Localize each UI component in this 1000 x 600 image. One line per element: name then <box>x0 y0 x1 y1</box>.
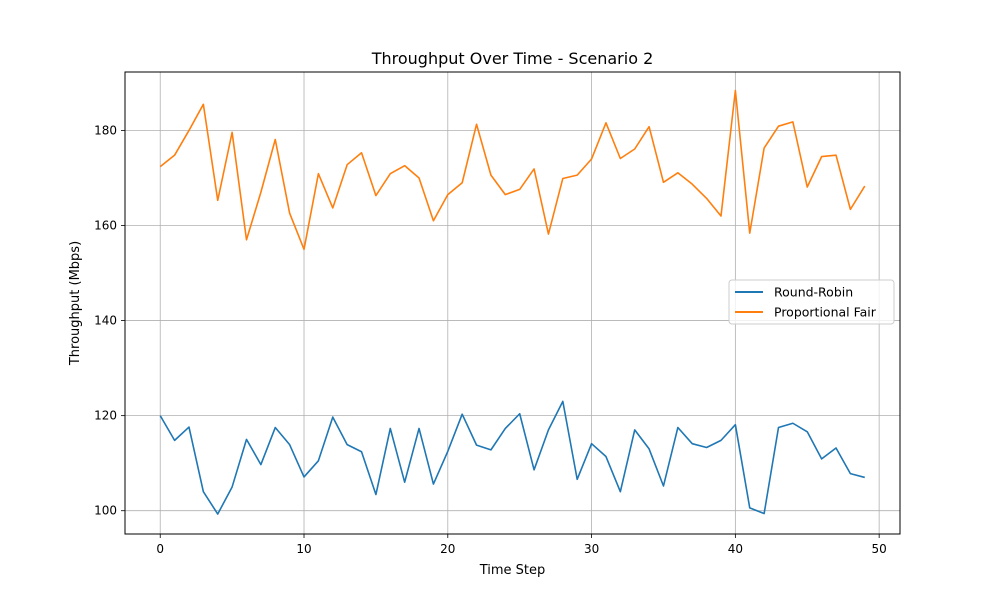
y-tick-label: 140 <box>94 314 117 328</box>
chart-title: Throughput Over Time - Scenario 2 <box>371 49 654 68</box>
plot-frame <box>124 71 901 535</box>
x-tick-label: 50 <box>872 542 887 556</box>
legend-label-proportional-fair: Proportional Fair <box>774 305 877 320</box>
y-tick-label: 160 <box>94 219 117 233</box>
legend-box <box>728 279 895 325</box>
x-tick-label: 20 <box>440 542 455 556</box>
legend: Round-Robin Proportional Fair <box>728 279 895 325</box>
y-axis-ticks: 100 120 140 160 180 <box>94 123 125 518</box>
y-axis-label: Throughput (Mbps) <box>68 241 83 366</box>
y-tick-label: 100 <box>94 504 117 518</box>
x-axis-label: Time Step <box>479 563 546 578</box>
legend-label-round-robin: Round-Robin <box>774 285 853 300</box>
x-tick-label: 30 <box>584 542 599 556</box>
series-lines <box>159 89 866 515</box>
x-tick-label: 0 <box>156 542 164 556</box>
series-line-round-robin <box>159 400 865 515</box>
x-tick-label: 40 <box>728 542 743 556</box>
x-axis-ticks: 0 10 20 30 40 50 <box>156 534 887 556</box>
series-line-proportional-fair <box>159 89 866 251</box>
y-tick-label: 180 <box>94 123 117 137</box>
x-tick-label: 10 <box>296 542 311 556</box>
y-tick-label: 120 <box>94 409 117 423</box>
